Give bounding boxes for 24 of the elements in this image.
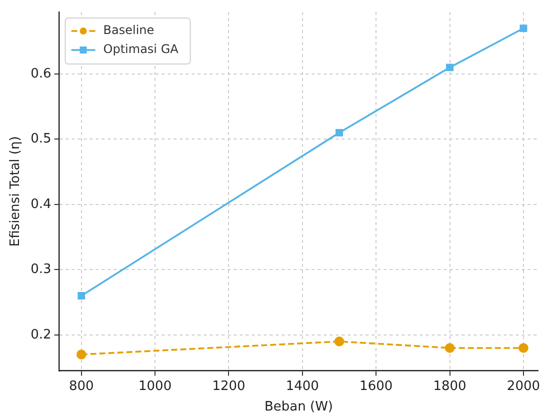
y-tick-label: 0.2 [30, 327, 52, 342]
y-tick-label: 0.4 [30, 196, 52, 212]
point [446, 64, 454, 72]
legend-label: Optimasi GA [103, 42, 180, 56]
x-tick-label: 2000 [506, 378, 540, 394]
x-axis-title: Beban (W) [264, 400, 333, 415]
point [444, 343, 455, 353]
legend-label: Baseline [103, 23, 154, 38]
x-tick-label: 800 [68, 378, 94, 394]
point [76, 350, 86, 360]
point [518, 343, 528, 353]
x-tick-label: 1400 [286, 378, 319, 394]
x-tick-label: 1600 [360, 378, 393, 394]
point [336, 128, 343, 136]
x-tick-label: 1800 [433, 378, 466, 394]
y-tick-label: 0.6 [30, 66, 52, 82]
point [334, 336, 344, 346]
point [520, 24, 528, 32]
x-tick-label: 1000 [138, 378, 172, 394]
y-axis-title: Efisiensi Total (η) [8, 136, 24, 247]
y-tick-label: 0.5 [30, 132, 52, 147]
point [78, 292, 86, 300]
y-tick-label: 0.3 [30, 262, 52, 278]
x-tick-label: 1200 [212, 378, 246, 394]
